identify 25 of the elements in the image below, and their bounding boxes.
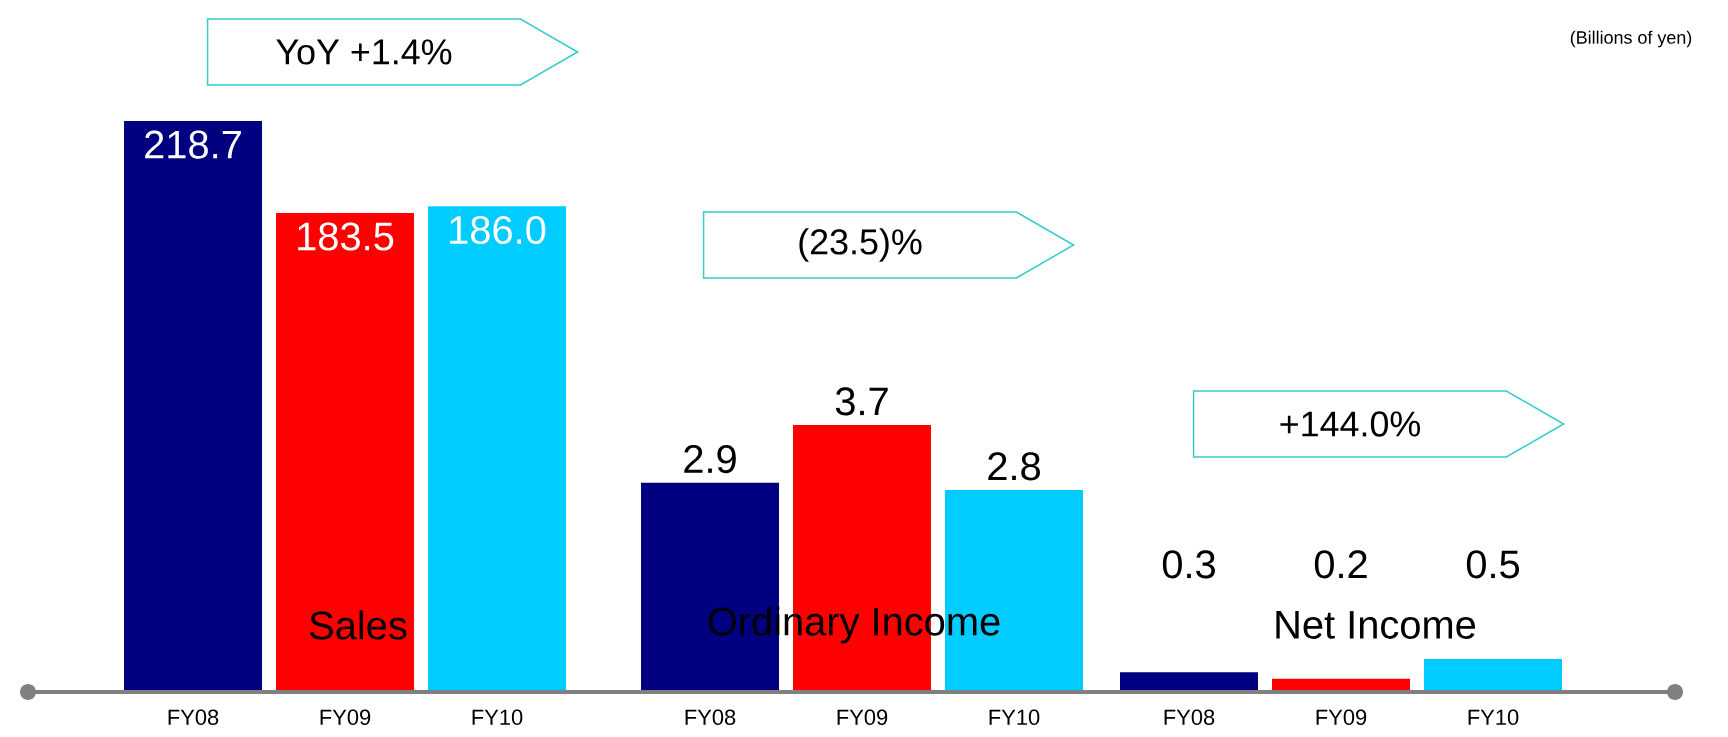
x-tick-label: FY10 [1468,709,1519,726]
data-label: 0.5 [1466,550,1520,579]
data-label: 3.7 [835,387,888,416]
chart-title: Net Income [1276,611,1476,639]
data-label: 2.9 [684,444,736,474]
x-tick-label: FY09 [1316,709,1367,726]
data-label: 183.5 [298,222,394,251]
text: Ordinary Income [708,606,1000,644]
data-label: 218.7 [145,130,241,159]
data-label: 0.2 [1314,550,1367,579]
x-tick-label: FY08 [685,709,736,726]
data-label: 0.3 [1162,550,1215,579]
data-label: 2.8 [988,452,1040,481]
text: (23.5)% [799,228,922,262]
data-label: 186.0 [450,215,546,245]
text: Sales [309,610,407,640]
x-tick-label: FY10 [989,709,1040,726]
text: (Billions of yen) [1570,30,1692,48]
x-tick-label: FY08 [1164,709,1215,726]
x-tick-label: FY09 [320,709,371,726]
x-tick-label: FY09 [837,709,888,726]
text: YoY +1.4% [276,39,452,65]
text: +144.0% [1280,411,1420,437]
x-tick-label: FY10 [472,709,523,726]
x-tick-label: FY08 [168,709,219,726]
